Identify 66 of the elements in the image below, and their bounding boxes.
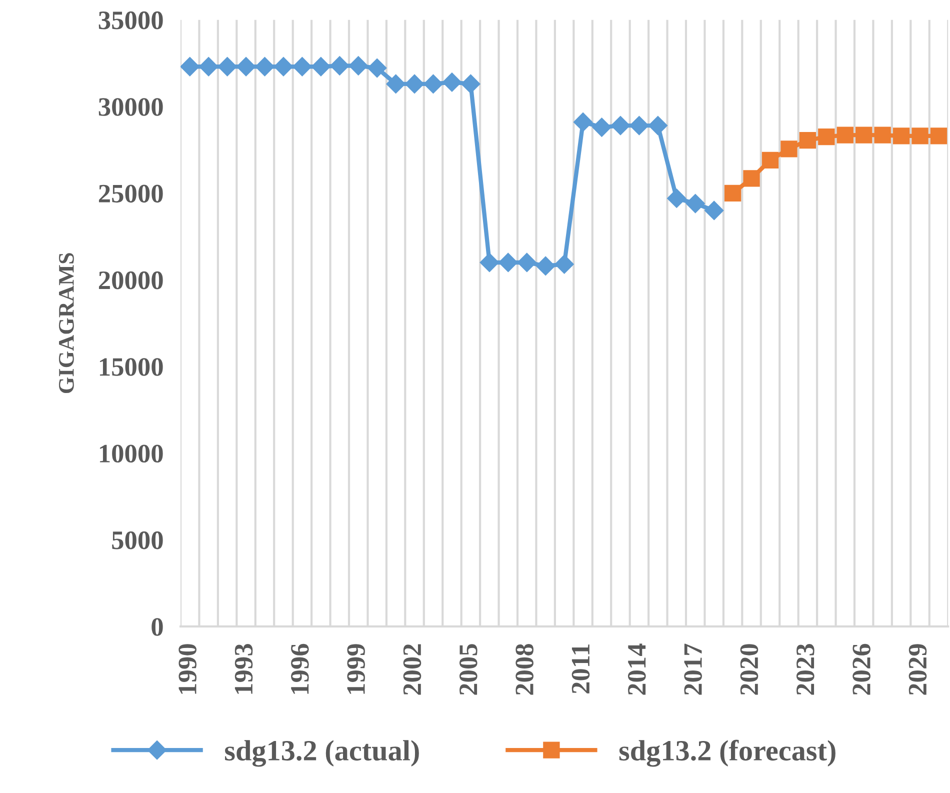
point: [368, 58, 387, 78]
point: [554, 254, 574, 274]
point: [274, 57, 294, 76]
point: [930, 128, 948, 144]
point: [386, 74, 406, 94]
point: [630, 116, 649, 136]
point: [610, 116, 630, 136]
point: [461, 74, 480, 94]
x-tick-label: 2017: [684, 644, 702, 695]
point: [498, 252, 518, 272]
y-tick-label: 20000: [98, 271, 163, 290]
point: [912, 128, 928, 144]
point: [404, 74, 424, 94]
x-tick-label: 2020: [740, 644, 758, 695]
point: [517, 252, 536, 272]
point: [592, 118, 612, 137]
y-axis-title: GIGAGRAMS: [58, 253, 74, 394]
x-tick-label: 2005: [459, 644, 478, 695]
point: [743, 170, 760, 187]
point: [724, 184, 742, 202]
x-tick-label: 2002: [403, 644, 422, 695]
point: [686, 194, 705, 214]
x-tick-label: 2023: [796, 644, 814, 695]
x-tick-label: 1993: [234, 644, 253, 694]
point: [780, 140, 798, 158]
x-tick-label: 2011: [572, 644, 590, 694]
point: [536, 256, 556, 276]
x-tick-label: 2026: [852, 644, 870, 695]
point: [892, 128, 910, 144]
point: [199, 57, 218, 76]
x-tick-label: 1999: [347, 644, 365, 694]
legend-label: sdg13.2 (actual): [225, 740, 419, 767]
point: [236, 57, 256, 76]
point: [424, 74, 443, 94]
y-tick-label: 5000: [112, 531, 163, 550]
point: [874, 126, 891, 144]
point: [799, 132, 816, 149]
point: [667, 188, 686, 208]
point: [480, 252, 499, 272]
point: [292, 57, 312, 76]
point: [330, 56, 350, 76]
y-tick-label: 0: [152, 618, 163, 636]
point: [442, 72, 462, 92]
x-tick-label: 2014: [628, 644, 646, 695]
point: [255, 57, 274, 76]
point: [573, 112, 593, 132]
x-tick-label: 1996: [291, 644, 309, 694]
point: [348, 56, 368, 76]
x-tick-label: 2029: [908, 644, 927, 695]
x-tick-label: 2008: [516, 644, 534, 695]
y-tick-label: 10000: [100, 444, 163, 463]
x-tick-label: 1990: [178, 644, 196, 694]
y-tick-label: 35000: [98, 11, 163, 30]
point: [762, 152, 779, 169]
y-tick-label: 15000: [100, 358, 163, 376]
point: [311, 57, 330, 76]
point: [180, 57, 200, 76]
point: [704, 200, 724, 220]
point: [818, 128, 835, 146]
point: [648, 116, 668, 136]
legend-label: sdg13.2 (forecast): [619, 740, 836, 767]
y-tick-label: 25000: [98, 184, 163, 203]
y-tick-label: 30000: [98, 98, 163, 116]
point: [836, 126, 854, 144]
point: [218, 57, 237, 76]
point: [856, 126, 872, 144]
